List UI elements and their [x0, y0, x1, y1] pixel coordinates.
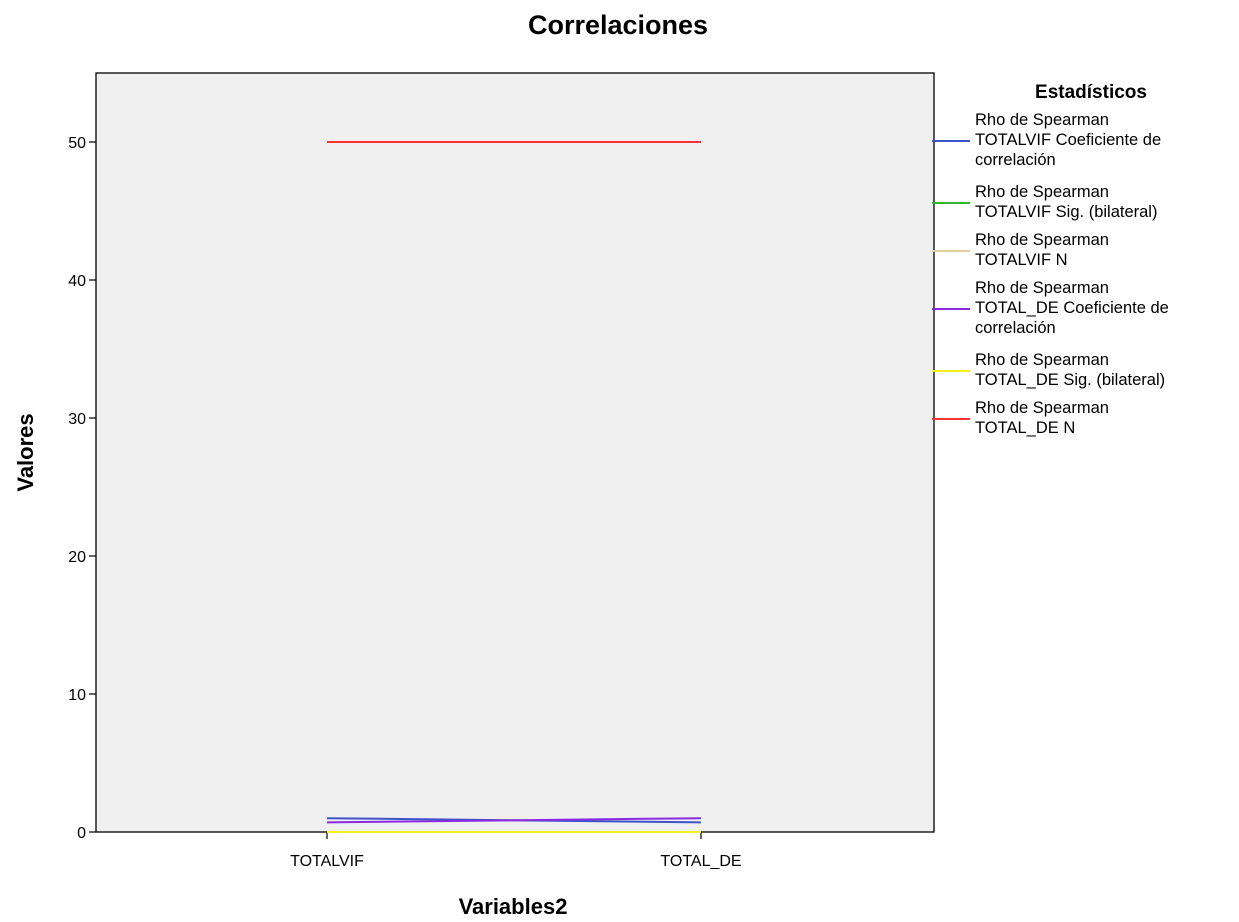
y-tick-label: 0: [77, 825, 86, 842]
legend-label: Rho de Spearman: [975, 183, 1109, 201]
legend-label: Rho de Spearman: [975, 231, 1109, 249]
legend-label: correlación: [975, 151, 1056, 169]
chart-title: Correlaciones: [528, 10, 708, 40]
legend-label: Rho de Spearman: [975, 111, 1109, 129]
series-line: [326, 817, 702, 824]
legend-label: TOTALVIF Sig. (bilateral): [975, 203, 1157, 221]
legend-label: Rho de Spearman: [975, 399, 1109, 417]
legend-label: Rho de Spearman: [975, 279, 1109, 297]
legend-label: correlación: [975, 319, 1056, 337]
legend-label: TOTALVIF N: [975, 251, 1068, 269]
y-tick-label: 50: [68, 135, 86, 152]
plot-area: [95, 72, 935, 833]
y-axis: 0 10 20 30 40 50: [68, 135, 96, 842]
y-axis-title: Valores: [13, 413, 38, 491]
y-tick-label: 20: [68, 549, 86, 566]
x-tick-label: TOTALVIF: [290, 853, 364, 870]
x-axis-title: Variables2: [459, 894, 568, 919]
legend-label: TOTAL_DE Sig. (bilateral): [975, 371, 1165, 389]
legend-label: TOTALVIF Coeficiente de: [975, 131, 1161, 149]
legend-label: Rho de Spearman: [975, 351, 1109, 369]
x-tick-label: TOTAL_DE: [660, 853, 741, 870]
legend-label: TOTAL_DE Coeficiente de: [975, 299, 1169, 317]
x-axis: TOTALVIF TOTAL_DE: [290, 832, 742, 870]
y-tick-label: 30: [68, 411, 86, 428]
y-tick-label: 10: [68, 687, 86, 704]
series-lines: [326, 141, 702, 833]
y-tick-label: 40: [68, 273, 86, 290]
legend-title: Estadísticos: [1035, 82, 1147, 103]
legend: Estadísticos Rho de Spearman TOTALVIF Coe…: [932, 82, 1169, 437]
legend-label: TOTAL_DE N: [975, 419, 1075, 437]
